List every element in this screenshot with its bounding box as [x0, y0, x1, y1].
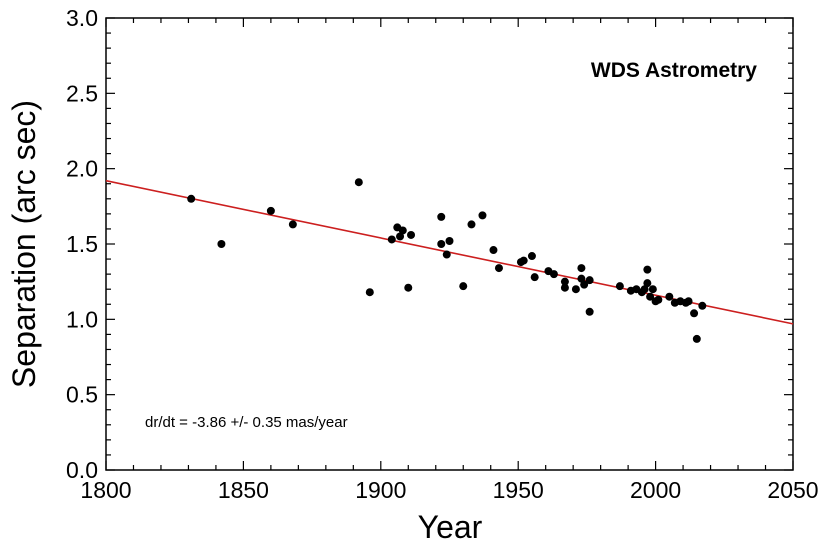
data-point	[398, 226, 407, 235]
x-tick-label: 1850	[218, 477, 269, 503]
data-point	[396, 232, 405, 241]
chart-title: WDS Astrometry	[591, 59, 757, 82]
data-point	[266, 206, 275, 215]
data-point	[387, 235, 396, 244]
x-tick-label: 1900	[355, 477, 406, 503]
data-point	[217, 240, 226, 248]
y-axis-label: Separation (arc sec)	[6, 100, 42, 388]
y-tick-label: 2.5	[66, 80, 98, 106]
x-axis-label: Year	[418, 509, 483, 545]
data-point	[585, 307, 594, 316]
data-point	[489, 246, 498, 255]
x-tick-label: 1800	[80, 477, 131, 503]
data-point	[407, 230, 416, 239]
data-point	[530, 273, 539, 282]
data-point	[478, 211, 487, 220]
x-tick-label: 2000	[630, 477, 681, 503]
data-point	[577, 264, 586, 273]
marks-layer	[105, 178, 794, 343]
data-point	[698, 301, 707, 310]
data-point	[643, 265, 652, 274]
data-point	[437, 240, 446, 248]
data-point	[560, 277, 569, 286]
data-point	[549, 270, 558, 279]
y-tick-label: 3.0	[66, 5, 98, 31]
data-point	[459, 282, 468, 291]
plot-area: 1800 1850 1900 1950 2000 2050 0.0 0.5 1.0 1.5 2.0 2…	[66, 5, 819, 503]
data-point	[527, 252, 536, 261]
x-tick-label: 2050	[767, 477, 818, 503]
ticks-layer: 1800 1850 1900 1950 2000 2050 0.0 0.5 1.0 1.5 2.0 2…	[66, 5, 819, 503]
data-point	[445, 236, 454, 245]
data-point	[585, 276, 594, 285]
data-point	[646, 292, 655, 301]
data-point	[560, 283, 569, 292]
data-point	[187, 194, 196, 203]
data-point	[648, 285, 657, 294]
data-point	[467, 220, 476, 229]
data-point	[519, 256, 528, 265]
data-point	[288, 220, 297, 229]
data-point	[640, 285, 649, 294]
data-point	[684, 297, 693, 306]
data-point	[690, 309, 699, 318]
data-point	[494, 264, 503, 273]
data-point	[437, 212, 446, 221]
data-point	[580, 280, 589, 289]
data-point	[404, 283, 413, 292]
y-tick-label: 1.5	[66, 231, 98, 257]
x-tick-label: 1950	[493, 477, 544, 503]
data-point	[365, 288, 374, 297]
data-point	[665, 292, 674, 301]
y-tick-label: 1.0	[66, 306, 98, 332]
y-tick-label: 0.0	[66, 457, 98, 483]
data-point	[643, 279, 652, 288]
data-point	[354, 178, 363, 187]
y-tick-label: 2.0	[66, 156, 98, 182]
data-point	[577, 274, 586, 283]
data-point	[571, 285, 580, 294]
data-point	[615, 282, 624, 291]
data-point	[442, 250, 451, 259]
data-point	[692, 334, 701, 343]
data-point	[654, 295, 663, 304]
y-tick-label: 0.5	[66, 382, 98, 408]
fit-annotation: dr/dt = -3.86 +/- 0.35 mas/year	[145, 414, 348, 431]
